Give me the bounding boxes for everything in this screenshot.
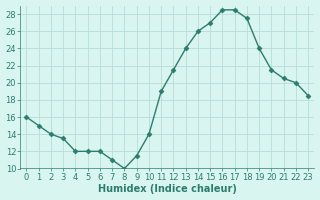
X-axis label: Humidex (Indice chaleur): Humidex (Indice chaleur) bbox=[98, 184, 237, 194]
